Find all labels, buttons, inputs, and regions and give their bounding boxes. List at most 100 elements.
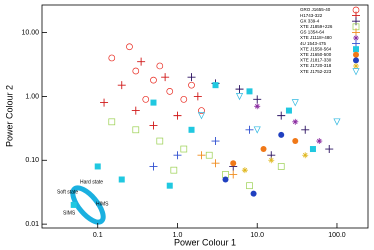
point bbox=[156, 137, 164, 145]
series bbox=[197, 151, 238, 179]
y-tick-label: 1.00 bbox=[25, 93, 39, 100]
point bbox=[253, 95, 262, 104]
series bbox=[254, 103, 323, 145]
legend-label: H1743-322 bbox=[300, 13, 323, 18]
legend-marker bbox=[353, 57, 359, 64]
y-tick-label: 0.01 bbox=[25, 221, 39, 228]
series bbox=[149, 125, 254, 171]
legend-label: GX 339-4 bbox=[300, 18, 320, 23]
legend-label: XTE J1859+226 bbox=[300, 24, 333, 29]
point bbox=[250, 190, 257, 197]
annotation: SIMS bbox=[63, 210, 76, 216]
point bbox=[260, 146, 267, 153]
point bbox=[198, 107, 205, 114]
legend-label: XTE J1720-318 bbox=[300, 63, 332, 68]
point bbox=[180, 95, 188, 103]
point bbox=[268, 157, 275, 164]
point bbox=[150, 76, 157, 84]
point bbox=[188, 81, 195, 89]
point bbox=[108, 54, 116, 62]
legend-label: XTE J1817-330 bbox=[300, 58, 332, 63]
series bbox=[222, 131, 285, 197]
point bbox=[132, 126, 140, 134]
point bbox=[108, 118, 116, 126]
legend-marker bbox=[353, 35, 359, 41]
point bbox=[325, 145, 334, 154]
point bbox=[230, 160, 237, 167]
legend-label: XTE J1752-223 bbox=[300, 69, 332, 74]
point bbox=[132, 67, 140, 75]
point bbox=[316, 138, 323, 145]
point bbox=[126, 43, 133, 51]
point bbox=[149, 162, 158, 171]
point bbox=[131, 106, 140, 115]
legend-marker bbox=[352, 68, 360, 76]
point bbox=[277, 163, 285, 170]
point bbox=[254, 103, 261, 110]
point bbox=[277, 111, 286, 120]
point bbox=[161, 73, 170, 82]
point bbox=[235, 93, 244, 101]
point bbox=[246, 88, 253, 95]
point bbox=[211, 137, 220, 146]
point bbox=[246, 182, 253, 190]
legend-label: 4U 1543-475 bbox=[300, 41, 327, 46]
point bbox=[292, 118, 299, 125]
point bbox=[70, 201, 77, 208]
x-tick-label: 0.1 bbox=[93, 232, 103, 239]
point bbox=[253, 126, 261, 134]
x-axis-label: Power Colour 1 bbox=[174, 237, 236, 247]
point bbox=[302, 152, 309, 159]
annotation: Hard state bbox=[80, 179, 103, 185]
point bbox=[197, 151, 206, 160]
point bbox=[245, 125, 254, 134]
series bbox=[70, 82, 316, 208]
point bbox=[118, 176, 125, 183]
point bbox=[149, 121, 158, 130]
point bbox=[211, 159, 220, 168]
legend-marker bbox=[353, 46, 359, 53]
legend-label: XTE J1550-564 bbox=[300, 46, 332, 51]
point bbox=[333, 118, 341, 126]
point bbox=[100, 98, 109, 107]
y-tick-label: 10.00 bbox=[21, 29, 39, 36]
legend-label: XTE J1118+480 bbox=[300, 35, 332, 40]
point bbox=[137, 57, 146, 66]
series bbox=[230, 138, 299, 167]
point bbox=[285, 107, 292, 114]
point bbox=[170, 166, 178, 174]
point bbox=[301, 125, 310, 134]
point bbox=[193, 92, 202, 101]
legend-label: GRO J1655-40 bbox=[300, 7, 331, 12]
point bbox=[142, 95, 150, 103]
legend-marker bbox=[353, 63, 359, 69]
point bbox=[241, 167, 248, 174]
series bbox=[100, 57, 202, 130]
series bbox=[187, 73, 334, 171]
annotation: HIMS bbox=[96, 201, 109, 207]
point bbox=[173, 111, 182, 120]
series bbox=[197, 93, 341, 134]
legend-label: XTE J1650-500 bbox=[300, 52, 332, 57]
point bbox=[117, 81, 126, 90]
point bbox=[94, 163, 101, 170]
inset: Hard state Soft state HIMS SIMS bbox=[57, 179, 109, 225]
point bbox=[212, 82, 219, 89]
legend-marker bbox=[353, 51, 359, 58]
point bbox=[187, 73, 196, 82]
point bbox=[205, 151, 213, 159]
legend-label: GS 1354-64 bbox=[300, 30, 325, 35]
point bbox=[292, 138, 299, 145]
point bbox=[188, 126, 195, 133]
point bbox=[222, 176, 229, 183]
point bbox=[150, 99, 157, 106]
series bbox=[108, 118, 285, 190]
point bbox=[235, 85, 244, 94]
point bbox=[229, 170, 238, 179]
y-axis-label: Power Colour 2 bbox=[4, 85, 14, 147]
x-tick-label: 100.0 bbox=[328, 232, 346, 239]
point bbox=[156, 62, 164, 70]
point bbox=[173, 151, 182, 160]
x-tick-label: 10.0 bbox=[250, 232, 264, 239]
